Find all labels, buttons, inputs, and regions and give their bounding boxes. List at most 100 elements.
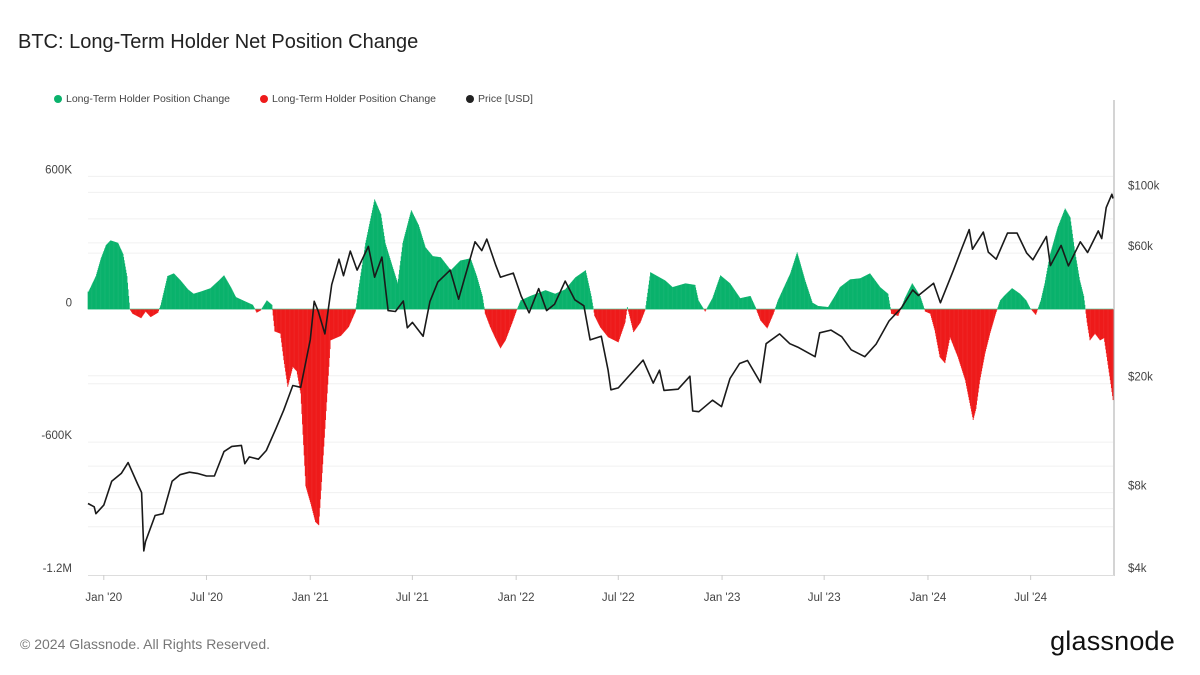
bar-negative	[705, 309, 707, 311]
bar-positive	[848, 280, 850, 310]
bar-positive	[380, 217, 382, 310]
bar-negative	[308, 309, 310, 497]
bar-positive	[162, 295, 164, 310]
bar-positive	[1006, 293, 1007, 310]
bar-positive	[1043, 285, 1045, 310]
bar-negative	[763, 309, 765, 325]
bar-positive	[264, 304, 266, 310]
bar-negative	[292, 309, 294, 368]
bar-positive	[473, 268, 475, 310]
bar-positive	[360, 272, 362, 310]
bar-negative	[642, 309, 644, 316]
bar-positive	[656, 276, 658, 310]
bar-negative	[762, 309, 764, 324]
bar-negative	[963, 309, 965, 375]
bar-positive	[826, 306, 827, 310]
bar-positive	[546, 290, 548, 310]
bar-positive	[741, 297, 743, 310]
bar-positive	[95, 276, 97, 310]
glassnode-logo[interactable]: glassnode	[1050, 626, 1175, 656]
bar-negative	[621, 309, 623, 331]
bar-negative	[506, 309, 508, 338]
bar-positive	[753, 304, 755, 310]
bar-positive	[424, 245, 426, 310]
bar-negative	[512, 309, 514, 321]
bar-positive	[918, 294, 920, 310]
bar-positive	[199, 291, 201, 310]
bar-positive	[270, 303, 272, 310]
bar-positive	[1057, 227, 1059, 310]
bar-positive	[739, 297, 741, 310]
bar-negative	[324, 309, 325, 438]
bar-negative	[965, 309, 967, 383]
bar-positive	[699, 302, 701, 310]
bar-negative	[129, 309, 131, 311]
bar-positive	[396, 279, 398, 310]
bar-positive	[451, 269, 453, 310]
bar-positive	[119, 247, 121, 310]
bar-positive	[868, 273, 870, 310]
bar-positive	[406, 227, 408, 310]
bar-positive	[164, 285, 166, 310]
bar-positive	[1053, 239, 1055, 310]
bar-positive	[180, 281, 182, 310]
bar-positive	[564, 289, 566, 310]
bar-positive	[241, 299, 243, 310]
bar-positive	[719, 277, 721, 310]
bar-negative	[978, 309, 980, 389]
bar-negative	[892, 309, 894, 315]
bar-positive	[792, 264, 794, 310]
bar-negative	[639, 309, 641, 324]
bar-positive	[182, 283, 184, 310]
bar-negative	[897, 309, 899, 316]
bar-negative	[1092, 309, 1094, 336]
bar-negative	[146, 309, 148, 313]
bar-positive	[916, 290, 918, 310]
bar-positive	[463, 259, 465, 310]
bar-positive	[251, 304, 253, 310]
bar-positive	[421, 234, 422, 310]
bar-positive	[203, 290, 205, 310]
bar-negative	[313, 309, 315, 516]
bar-negative	[511, 309, 513, 323]
bar-positive	[109, 241, 111, 310]
bar-positive	[752, 302, 754, 310]
bar-positive	[413, 216, 415, 310]
bar-negative	[150, 309, 152, 318]
bar-positive	[823, 306, 825, 310]
legend-item-price[interactable]: Price [USD]	[466, 93, 533, 105]
bar-positive	[844, 283, 846, 310]
bar-positive	[726, 281, 728, 310]
bar-positive	[874, 280, 876, 310]
bar-negative	[284, 309, 286, 368]
bar-positive	[265, 301, 267, 310]
bar-positive	[247, 302, 249, 310]
bar-negative	[628, 309, 630, 314]
bar-positive	[700, 305, 702, 310]
bar-negative	[623, 309, 625, 326]
bar-positive	[475, 272, 477, 310]
bar-positive	[467, 258, 469, 310]
bar-positive	[867, 274, 869, 310]
bar-negative	[147, 309, 149, 314]
bar-positive	[404, 234, 406, 310]
bar-positive	[237, 297, 238, 310]
bar-negative	[984, 309, 986, 354]
bar-positive	[1009, 289, 1011, 310]
bar-positive	[744, 297, 746, 310]
bar-positive	[998, 305, 999, 310]
bar-positive	[167, 275, 169, 310]
bar-positive	[1064, 209, 1065, 310]
bar-positive	[545, 290, 546, 310]
bar-negative	[487, 309, 489, 322]
bar-positive	[673, 286, 675, 310]
legend-item-lth-positive[interactable]: Long-Term Holder Position Change	[54, 93, 230, 105]
legend-item-lth-negative[interactable]: Long-Term Holder Position Change	[260, 93, 436, 105]
bar-positive	[820, 306, 822, 310]
bar-negative	[327, 309, 329, 376]
bar-positive	[355, 307, 357, 310]
bar-positive	[1056, 229, 1058, 310]
bar-positive	[217, 281, 219, 310]
bar-negative	[964, 309, 966, 381]
bar-positive	[1018, 292, 1020, 310]
